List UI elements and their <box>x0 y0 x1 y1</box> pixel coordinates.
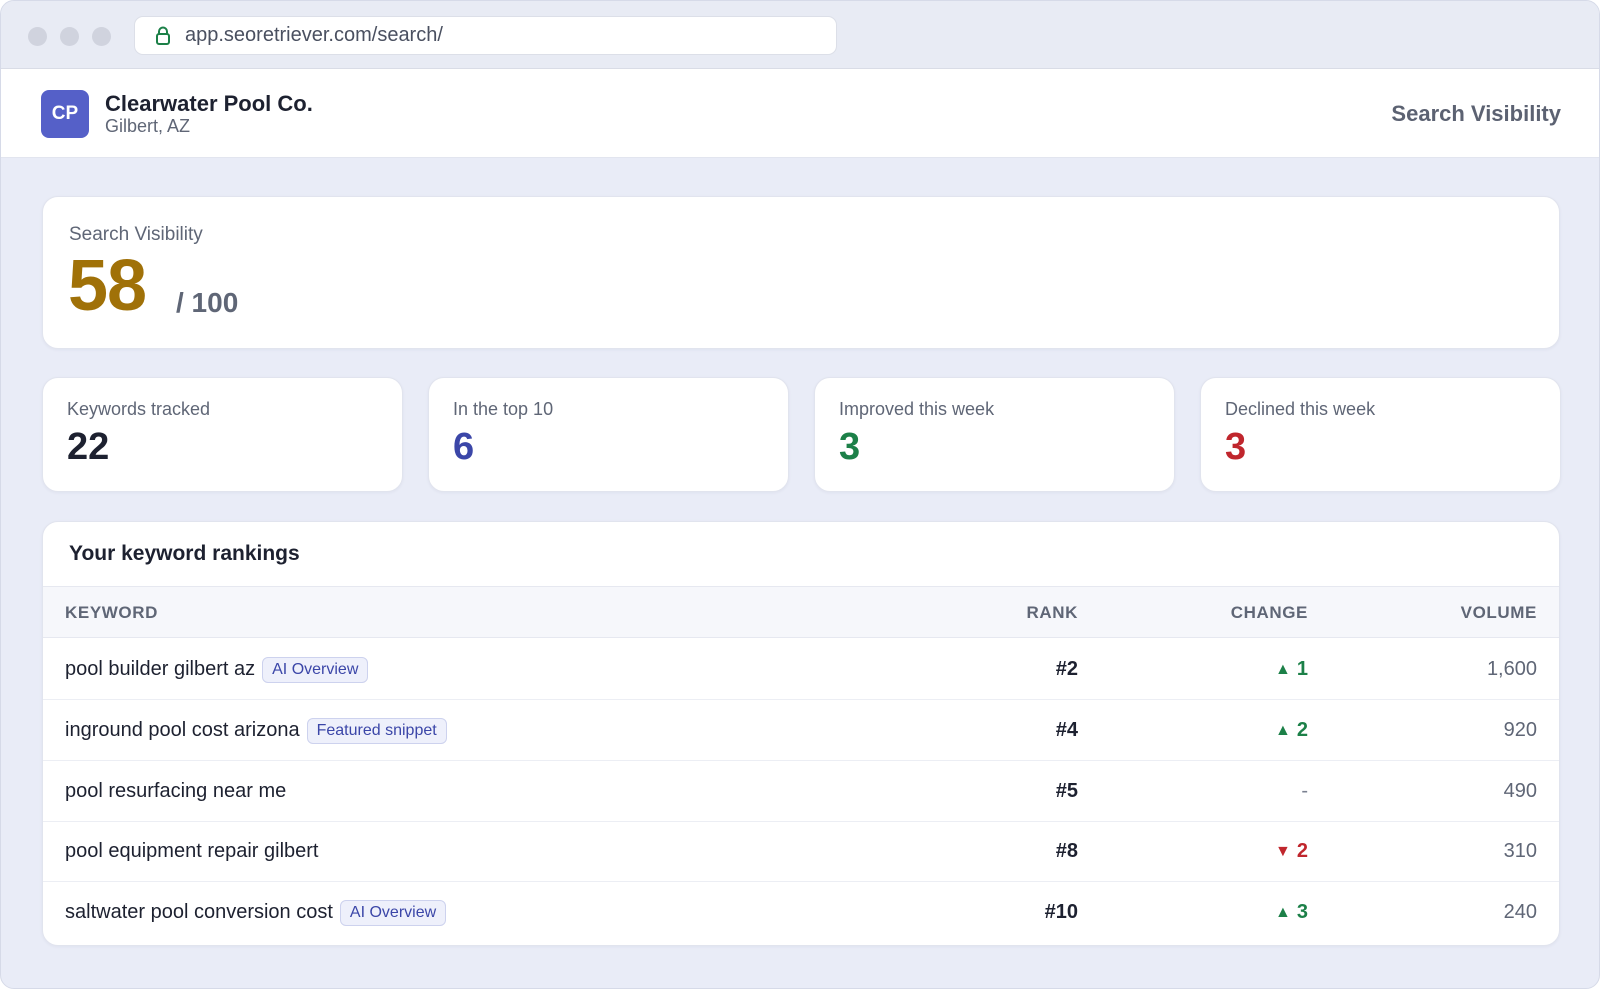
keyword-text: saltwater pool conversion cost <box>65 901 333 923</box>
stat-value: 3 <box>839 426 861 468</box>
score-max: / 100 <box>176 287 239 318</box>
rank-cell: #4 <box>1055 719 1078 741</box>
stat-label: Improved this week <box>839 399 995 419</box>
arrow-up-icon: ▲ <box>1275 903 1291 921</box>
window-maximize-dot[interactable] <box>92 27 111 46</box>
keyword-cell: inground pool cost arizona Featured snip… <box>65 700 447 761</box>
keyword-rankings-card: Your keyword rankings KEYWORD RANK CHANG… <box>42 521 1560 946</box>
keyword-text: inground pool cost arizona <box>65 719 300 741</box>
stat-label: In the top 10 <box>453 399 554 419</box>
rank-cell: #10 <box>1044 901 1078 923</box>
column-header-rank[interactable]: RANK <box>1026 603 1078 622</box>
change-cell: ▼ 2 <box>1275 840 1308 863</box>
table-header: KEYWORD RANK CHANGE VOLUME <box>43 586 1559 638</box>
stat-value: 22 <box>67 426 110 468</box>
keyword-text: pool resurfacing near me <box>65 780 287 802</box>
change-value: 3 <box>1296 901 1308 923</box>
volume-cell: 240 <box>1503 901 1537 923</box>
business-name: Clearwater Pool Co. <box>105 91 313 116</box>
change-value: 2 <box>1296 840 1308 862</box>
address-bar[interactable]: app.seoretriever.com/search/ <box>134 16 837 55</box>
serp-feature-badge: AI Overview <box>339 899 447 926</box>
keyword-cell: saltwater pool conversion cost AI Overvi… <box>65 882 447 943</box>
volume-cell: 310 <box>1503 840 1537 862</box>
column-header-change[interactable]: CHANGE <box>1230 603 1308 622</box>
score-label: Search Visibility <box>69 224 203 245</box>
arrow-up-icon: ▲ <box>1275 721 1291 739</box>
column-header-volume[interactable]: VOLUME <box>1460 603 1537 622</box>
stat-value: 3 <box>1225 426 1247 468</box>
window-close-dot[interactable] <box>28 27 47 46</box>
lock-icon <box>156 26 170 46</box>
change-value: 2 <box>1296 719 1308 741</box>
change-value: 1 <box>1296 658 1308 680</box>
browser-chrome: app.seoretriever.com/search/ <box>1 1 1599 69</box>
table-row[interactable]: inground pool cost arizona Featured snip… <box>43 700 1559 761</box>
keyword-cell: pool equipment repair gilbert <box>65 821 319 882</box>
stat-card-improved: Improved this week 3 <box>814 377 1175 492</box>
stat-label: Declined this week <box>1225 399 1376 419</box>
change-cell: - <box>1301 780 1308 803</box>
table-row[interactable]: pool builder gilbert az AI Overview #2 ▲… <box>43 639 1559 700</box>
window-minimize-dot[interactable] <box>60 27 79 46</box>
stat-card-keywords-tracked: Keywords tracked 22 <box>42 377 403 492</box>
serp-feature-badge: AI Overview <box>262 656 369 683</box>
table-row[interactable]: pool resurfacing near me #5 - 490 <box>43 761 1559 822</box>
keyword-cell: pool builder gilbert az AI Overview <box>65 639 369 700</box>
rank-cell: #2 <box>1055 658 1078 680</box>
change-cell: ▲ 3 <box>1275 901 1308 924</box>
column-header-keyword[interactable]: KEYWORD <box>65 603 158 622</box>
arrow-down-icon: ▼ <box>1275 842 1291 860</box>
page-title: Search Visibility <box>1391 101 1561 126</box>
business-avatar: CP <box>41 90 89 138</box>
rank-cell: #5 <box>1055 780 1078 802</box>
rankings-title: Your keyword rankings <box>69 542 300 565</box>
volume-cell: 920 <box>1503 719 1537 741</box>
stat-card-top-10: In the top 10 6 <box>428 377 789 492</box>
rank-cell: #8 <box>1055 840 1078 862</box>
keyword-cell: pool resurfacing near me <box>65 761 286 822</box>
visibility-score-card: Search Visibility 58 / 100 <box>42 196 1560 349</box>
table-row[interactable]: saltwater pool conversion cost AI Overvi… <box>43 882 1559 943</box>
volume-cell: 1,600 <box>1486 658 1537 680</box>
score-value: 58 <box>68 246 147 326</box>
stat-label: Keywords tracked <box>67 399 211 419</box>
url-text[interactable]: app.seoretriever.com/search/ <box>185 24 443 46</box>
stat-value: 6 <box>453 426 475 468</box>
change-cell: ▲ 2 <box>1275 719 1308 742</box>
arrow-up-icon: ▲ <box>1275 660 1291 678</box>
table-row[interactable]: pool equipment repair gilbert #8 ▼ 2 310 <box>43 821 1559 882</box>
serp-feature-badge: Featured snippet <box>306 717 447 744</box>
app-header: CP Clearwater Pool Co. Gilbert, AZ Searc… <box>1 69 1599 158</box>
business-location: Gilbert, AZ <box>105 116 191 136</box>
keyword-text: pool builder gilbert az <box>65 658 256 680</box>
change-cell: ▲ 1 <box>1275 658 1308 681</box>
stat-card-declined: Declined this week 3 <box>1200 377 1561 492</box>
change-value: - <box>1301 780 1308 802</box>
volume-cell: 490 <box>1503 780 1537 802</box>
keyword-text: pool equipment repair gilbert <box>65 840 319 862</box>
